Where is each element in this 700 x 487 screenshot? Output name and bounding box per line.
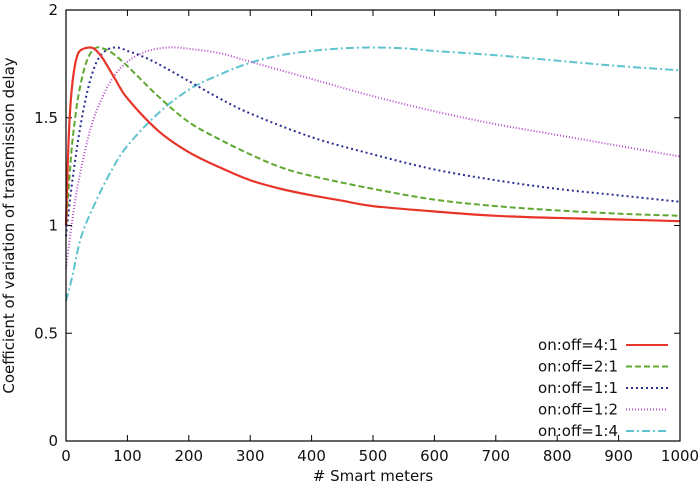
x-tick-label: 500 bbox=[359, 447, 388, 465]
x-tick-label: 200 bbox=[174, 447, 203, 465]
x-tick-label: 900 bbox=[604, 447, 633, 465]
y-tick-label: 0 bbox=[48, 432, 58, 450]
series-layer bbox=[64, 46, 681, 302]
y-tick-label: 1 bbox=[48, 217, 58, 235]
x-tick-label: 400 bbox=[297, 447, 326, 465]
ticks-layer: 0 100 200 300 400 500 600 700 800 900 1000 0 0.5 1 1.5… bbox=[34, 1, 699, 465]
legend-label: on:off=1:4 bbox=[538, 422, 618, 440]
x-tick-label: 300 bbox=[236, 447, 265, 465]
legend: on:off=4:1 on:off=2:1 on:off=1:1 on:off=1:2… bbox=[538, 336, 668, 440]
legend-label: on:off=2:1 bbox=[538, 358, 618, 376]
y-tick-label: 0.5 bbox=[34, 324, 58, 342]
series-line bbox=[64, 46, 681, 226]
x-tick-label: 700 bbox=[481, 447, 510, 465]
series-line bbox=[65, 46, 681, 237]
y-axis-label: Coefficient of variation of transmission… bbox=[0, 57, 18, 393]
x-tick-label: 100 bbox=[113, 447, 142, 465]
x-tick-label: 0 bbox=[61, 447, 71, 465]
legend-label: on:off=4:1 bbox=[538, 336, 618, 354]
series-line bbox=[65, 46, 681, 302]
y-tick-label: 1.5 bbox=[34, 109, 58, 127]
x-tick-label: 1000 bbox=[661, 447, 699, 465]
x-tick-label: 600 bbox=[420, 447, 449, 465]
legend-label: on:off=1:1 bbox=[538, 379, 618, 397]
series-line bbox=[65, 46, 681, 226]
x-axis-label: # Smart meters bbox=[313, 467, 434, 485]
y-tick-label: 2 bbox=[48, 1, 58, 19]
plot-frame bbox=[65, 9, 681, 442]
series-line bbox=[65, 46, 681, 269]
x-tick-label: 800 bbox=[543, 447, 572, 465]
legend-label: on:off=1:2 bbox=[538, 401, 618, 419]
